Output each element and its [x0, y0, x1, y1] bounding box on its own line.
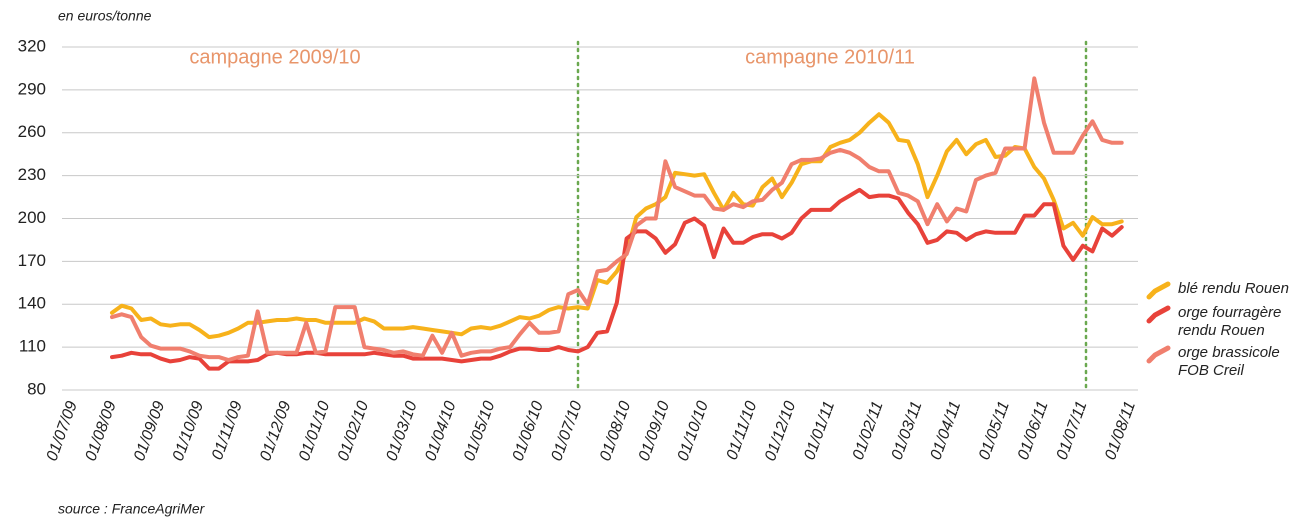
legend-icon — [1146, 281, 1171, 300]
series-line — [110, 112, 1124, 340]
legend-swatch — [1146, 345, 1171, 364]
x-tick-label: 01/08/10 — [597, 399, 634, 463]
source: source : FranceAgriMer — [58, 501, 206, 517]
annotation: campagne 2010/11 — [745, 46, 915, 68]
legend-label: blé rendu Rouen — [1178, 280, 1289, 297]
y-tick-label: 170 — [18, 251, 46, 270]
x-tick-label: 01/07/09 — [44, 399, 81, 463]
y-tick-label: 110 — [19, 337, 46, 356]
x-tick-label: 01/12/09 — [257, 399, 294, 463]
x-tick-label: 01/05/11 — [976, 399, 1013, 462]
x-tick-label: 01/06/11 — [1015, 399, 1052, 462]
x-tick-label: 01/03/10 — [383, 399, 420, 463]
y-tick-label: 230 — [18, 165, 46, 184]
y-tick-label: 320 — [18, 36, 46, 55]
x-tick-label: 01/07/11 — [1054, 399, 1091, 462]
x-tick-label: 01/09/10 — [636, 399, 673, 463]
x-tick-label: 01/11/09 — [209, 399, 246, 462]
legend-icon — [1146, 345, 1171, 364]
x-tick-label: 01/10/09 — [170, 399, 207, 463]
legend-entry: orge brassicole FOB Creil — [1146, 344, 1296, 380]
y-tick-label: 260 — [18, 122, 46, 141]
x-tick-label: 01/01/10 — [296, 399, 333, 463]
x-tick-label: 01/09/09 — [131, 399, 168, 463]
series-line — [110, 76, 1124, 362]
x-tick-label: 01/12/10 — [762, 399, 799, 463]
x-tick-label: 01/01/11 — [801, 399, 838, 462]
x-tick-label: 01/06/10 — [510, 399, 547, 463]
legend-icon — [1146, 305, 1171, 324]
x-tick-label: 01/11/10 — [724, 399, 761, 462]
y-axis-label: en euros/tonne — [58, 8, 152, 24]
x-tick-label: 01/08/11 — [1102, 399, 1139, 462]
y-tick-label: 80 — [27, 379, 46, 398]
x-tick-label: 01/10/10 — [675, 399, 712, 463]
legend-swatch — [1146, 305, 1171, 324]
x-tick-label: 01/04/10 — [422, 399, 459, 463]
x-tick-label: 01/02/10 — [335, 399, 372, 463]
legend-entry: orge fourragère rendu Rouen — [1146, 304, 1296, 340]
y-tick-label: 140 — [18, 294, 46, 313]
legend: blé rendu Rouen orge fourragère rendu Rou… — [1146, 280, 1296, 384]
legend-swatch — [1146, 281, 1171, 300]
y-tick-label: 200 — [18, 208, 46, 227]
annotation: campagne 2009/10 — [189, 46, 360, 68]
x-tick-label: 01/02/11 — [850, 399, 887, 462]
x-tick-label: 01/07/10 — [548, 399, 585, 463]
y-tick-label: 290 — [18, 79, 46, 98]
x-tick-label: 01/08/09 — [82, 399, 119, 463]
legend-label: orge fourragère rendu Rouen — [1178, 304, 1282, 339]
x-tick-label: 01/04/11 — [927, 399, 964, 462]
x-tick-label: 01/03/11 — [889, 399, 926, 462]
x-tick-label: 01/05/10 — [461, 399, 498, 463]
legend-entry: blé rendu Rouen — [1146, 280, 1296, 300]
legend-label: orge brassicole FOB Creil — [1178, 344, 1280, 379]
